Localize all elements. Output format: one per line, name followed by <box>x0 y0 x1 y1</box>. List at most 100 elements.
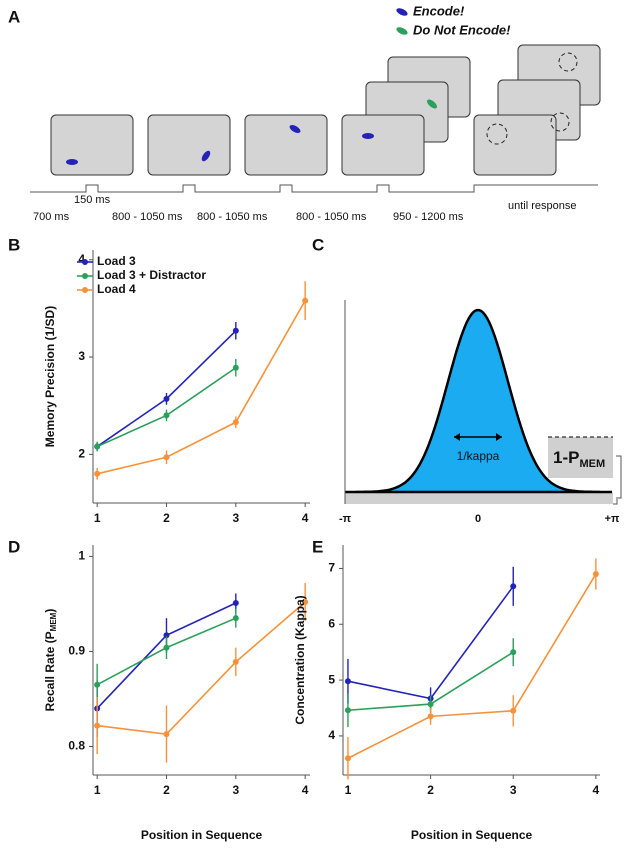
screens <box>30 44 601 193</box>
data-point <box>510 583 517 590</box>
timing: 800 - 1050 ms <box>112 211 183 223</box>
x-tick-label: 3 <box>232 511 239 525</box>
data-point <box>302 599 309 606</box>
data-point <box>163 731 170 738</box>
data-point <box>163 395 170 402</box>
data-point <box>94 681 101 688</box>
data-point <box>94 443 101 450</box>
series-line <box>97 601 306 735</box>
y-label-sub: MEM <box>49 612 58 631</box>
series-line <box>96 300 306 475</box>
data-point <box>232 364 239 371</box>
series-line <box>347 573 597 759</box>
y-tick-label: 2 <box>78 447 85 461</box>
y-axis-label: Concentration (Kappa) <box>293 595 307 724</box>
stimulus <box>66 159 78 165</box>
y-tick-label: 4 <box>328 728 335 742</box>
legend-label: Load 4 <box>97 282 136 296</box>
data-point <box>427 713 434 720</box>
screen <box>244 114 328 176</box>
probe <box>486 123 508 145</box>
panel-label: B <box>8 235 20 254</box>
legend-label: Encode! <box>413 3 465 18</box>
encode-legend: Encode! Do Not Encode! <box>396 3 511 37</box>
timing: 800 - 1050 ms <box>296 211 367 223</box>
icon <box>396 27 408 35</box>
timing: 700 ms <box>33 211 70 223</box>
x-tick-label: 4 <box>302 783 309 797</box>
series-line <box>347 585 514 700</box>
data-point <box>94 470 101 477</box>
y-tick-label: 3 <box>78 349 85 363</box>
timing: 950 - 1200 ms <box>393 211 464 223</box>
data-point <box>344 707 351 714</box>
timeline <box>30 184 598 193</box>
guess-sub: MEM <box>579 458 605 470</box>
y-tick-label: 4 <box>78 252 85 266</box>
timing: 150 ms <box>74 194 111 206</box>
stimulus <box>427 99 437 109</box>
data-point <box>427 701 434 708</box>
panel-label: E <box>312 537 323 556</box>
data-point <box>232 327 239 334</box>
data-point <box>592 571 599 578</box>
x-tick-label: +π <box>605 513 620 525</box>
series-line <box>96 330 237 448</box>
x-tick-label: 3 <box>510 783 517 797</box>
y-label-end: ) <box>43 609 57 613</box>
series-line <box>96 367 237 448</box>
screen <box>50 114 134 176</box>
legend-label: Load 3 + Distractor <box>97 268 206 282</box>
stimulus <box>362 133 374 139</box>
x-tick-label: -π <box>339 513 352 525</box>
screen <box>341 114 425 176</box>
y-axis-label: Recall Rate (PMEM) <box>43 609 58 712</box>
data-point <box>163 644 170 651</box>
x-tick-label: 4 <box>302 511 309 525</box>
probe <box>550 112 570 132</box>
x-tick-label: 2 <box>163 511 170 525</box>
bracket <box>613 455 622 505</box>
data-point <box>344 678 351 685</box>
probe <box>558 52 578 72</box>
legend-label: Load 3 <box>97 254 136 268</box>
distribution-curve <box>345 308 612 494</box>
y-label-main: Concentration (Kappa) <box>293 595 307 724</box>
x-tick-label: 1 <box>345 783 352 797</box>
data-point <box>232 599 239 606</box>
legend-label: Do Not Encode! <box>413 22 511 37</box>
legend-dot <box>82 287 88 293</box>
x-tick-label: 0 <box>475 513 481 525</box>
panel-label: A <box>8 7 20 26</box>
data-point <box>302 297 309 304</box>
y-tick-label: 1 <box>78 549 85 563</box>
data-point <box>510 707 517 714</box>
stimulus <box>289 125 301 133</box>
y-label-main: Recall Rate (P <box>43 631 57 711</box>
legend-dot <box>82 273 88 279</box>
data-point <box>163 454 170 461</box>
guess-main: 1-P <box>553 448 579 467</box>
x-tick-label: 4 <box>593 783 600 797</box>
x-tick-label: 3 <box>232 783 239 797</box>
y-axis-label: Memory Precision (1/SD) <box>43 306 57 447</box>
data-point <box>344 755 351 762</box>
data-point <box>232 419 239 426</box>
panel-label: C <box>312 235 324 254</box>
x-tick-label: 1 <box>94 783 101 797</box>
guess-label: 1-PMEM <box>553 448 605 469</box>
data-point <box>163 412 170 419</box>
y-tick-label: 6 <box>328 616 335 630</box>
guess-box <box>548 437 613 478</box>
data-point <box>232 658 239 665</box>
data-point <box>510 649 517 656</box>
data-point <box>94 722 101 729</box>
screen <box>147 114 231 176</box>
legend-dot <box>82 259 88 265</box>
y-tick-label: 0.8 <box>68 739 85 753</box>
timing: 800 - 1050 ms <box>197 211 268 223</box>
x-axis-label: Position in Sequence <box>411 828 533 842</box>
guess-band <box>345 492 613 504</box>
data-point <box>232 615 239 622</box>
